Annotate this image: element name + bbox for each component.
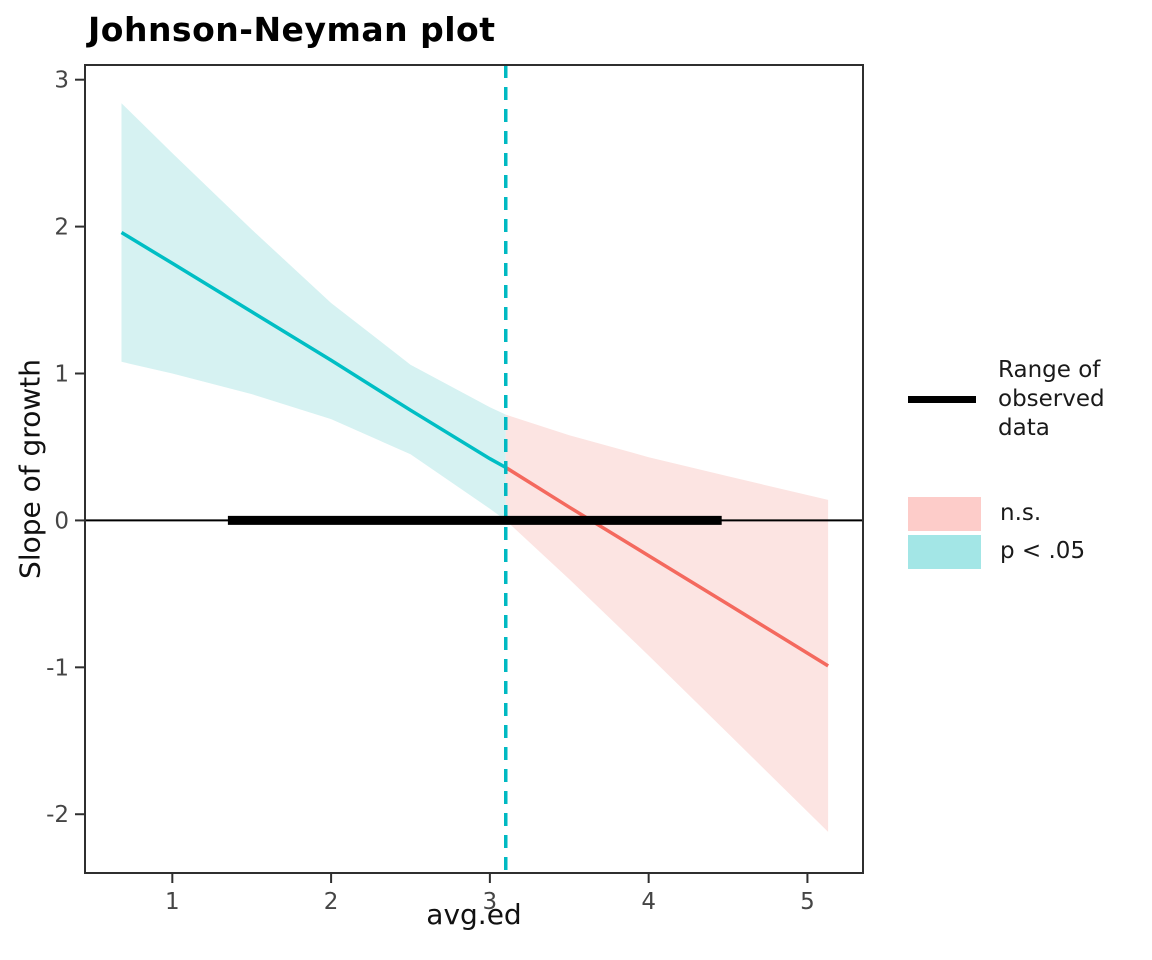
legend-label-ns: n.s. — [1000, 500, 1042, 527]
y-axis-label: Slope of growth — [13, 359, 47, 579]
x-tick-label: 3 — [483, 889, 498, 915]
legend-swatch-sig — [908, 534, 981, 569]
y-tick-label: 3 — [54, 68, 69, 94]
y-tick-label: 1 — [54, 362, 69, 388]
x-axis-label: avg.ed — [426, 898, 522, 931]
legend-label-observed-range: Range of observed data — [998, 357, 1105, 441]
legend-item-observed-range: Range of observed data — [908, 356, 1148, 443]
x-tick-label: 4 — [641, 889, 656, 915]
chart-title: Johnson-Neyman plot — [88, 10, 496, 49]
y-tick-label: -1 — [46, 655, 69, 681]
legend-line-swatch — [908, 395, 976, 403]
x-tick-label: 2 — [324, 889, 339, 915]
y-tick-label: -2 — [46, 802, 69, 828]
x-tick-label: 1 — [165, 889, 180, 915]
y-tick-label: 0 — [54, 508, 69, 534]
legend-fill-group: n.s. p < .05 — [908, 496, 1148, 569]
ci-band-nonsignificant — [505, 414, 829, 832]
legend-label-sig: p < .05 — [1000, 538, 1086, 565]
y-tick-label: 2 — [54, 215, 69, 241]
ci-band-significant — [121, 103, 506, 521]
legend-item-ns: n.s. — [908, 496, 1148, 531]
regression-line-significant — [120, 231, 507, 470]
regression-line-nonsignificant — [504, 466, 830, 668]
legend-item-sig: p < .05 — [908, 534, 1148, 569]
legend-swatch-ns — [908, 496, 981, 531]
panel-content — [85, 65, 863, 873]
panel-border — [84, 64, 864, 874]
legend: Range of observed data n.s. p < .05 — [908, 356, 1148, 569]
x-tick-label: 5 — [800, 889, 815, 915]
